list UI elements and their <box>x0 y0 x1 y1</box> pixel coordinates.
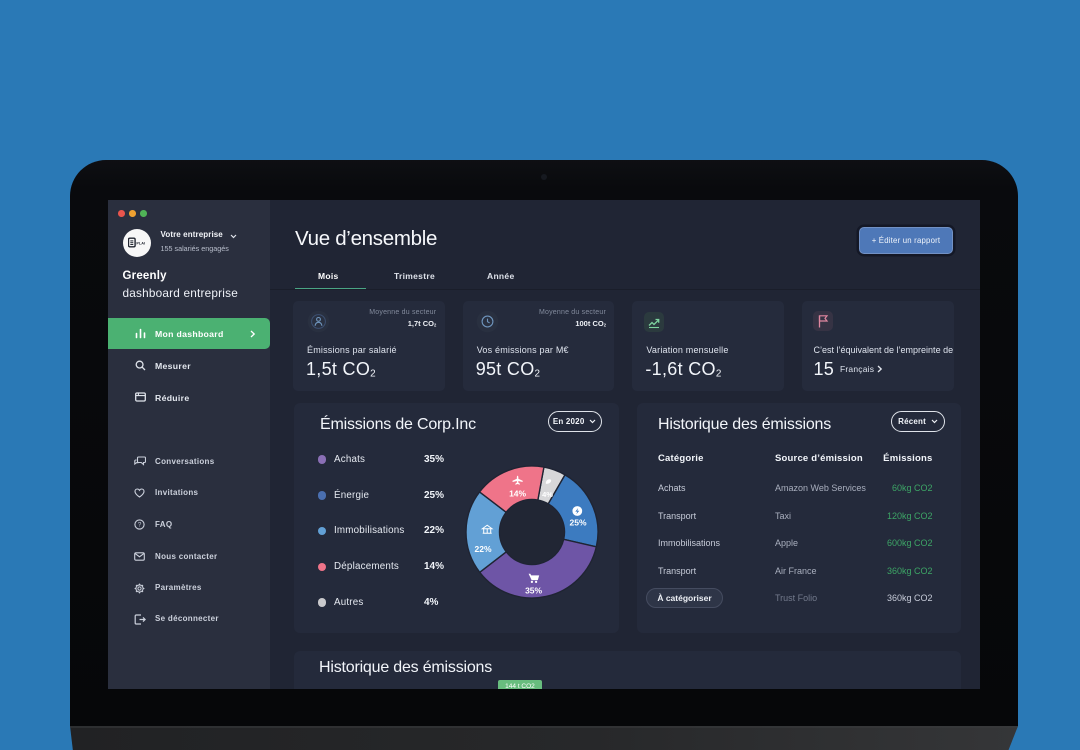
svg-text:4%: 4% <box>542 490 553 499</box>
svg-text:?: ? <box>138 522 142 529</box>
svg-text:PLAID: PLAID <box>136 241 145 245</box>
svg-text:25%: 25% <box>569 517 586 527</box>
svg-text:35%: 35% <box>525 585 542 595</box>
svg-text:22%: 22% <box>474 544 491 554</box>
svg-text:14%: 14% <box>509 488 526 498</box>
